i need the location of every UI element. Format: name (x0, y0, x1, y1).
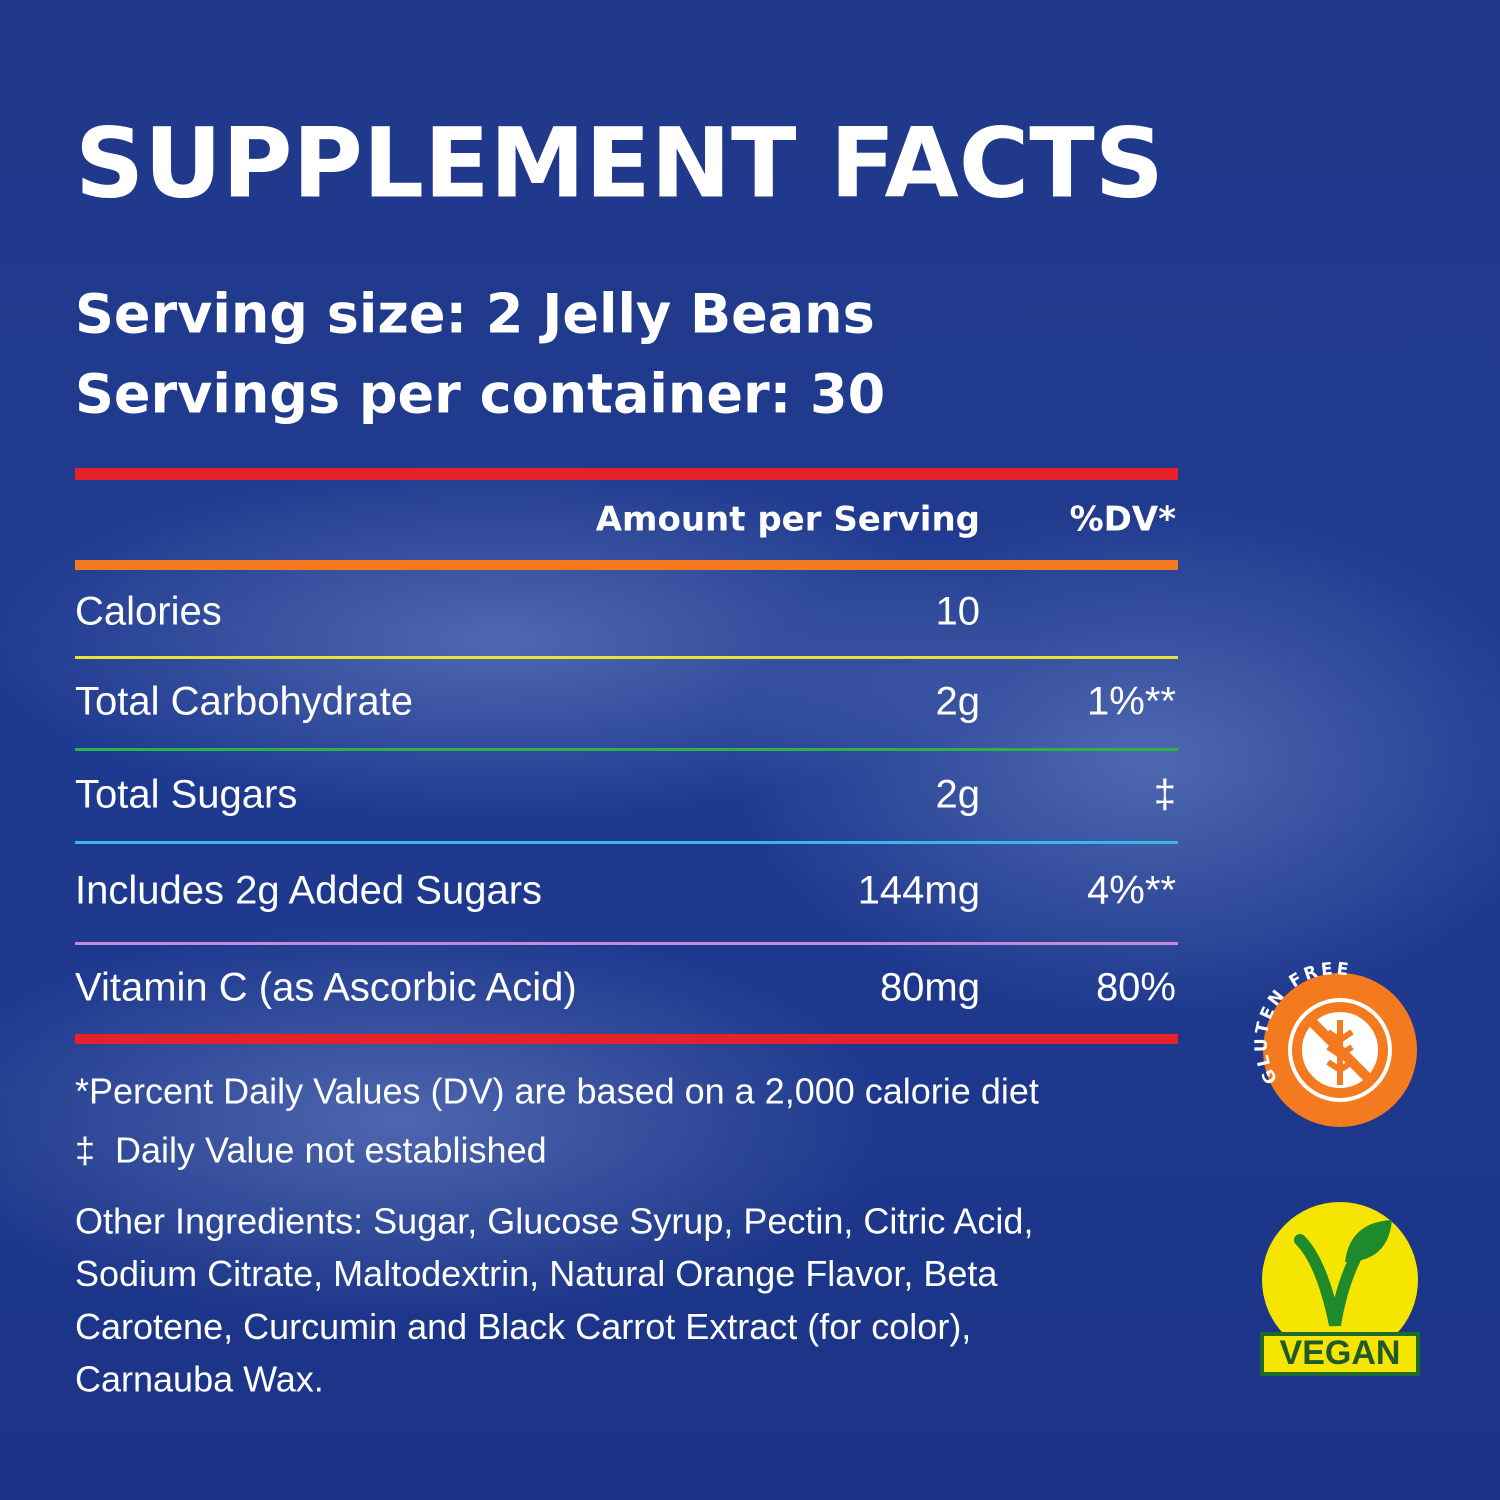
row-amount: 10 (936, 590, 981, 634)
row-separator (75, 656, 1178, 659)
serving-size: Serving size: 2 Jelly Beans (75, 283, 875, 346)
ingredients-line: Carnauba Wax. (75, 1359, 324, 1400)
row-name: Vitamin C (as Ascorbic Acid) (75, 966, 577, 1010)
wheat-icon (1326, 1020, 1354, 1085)
ingredients-line: Carotene, Curcumin and Black Carrot Extr… (75, 1306, 971, 1347)
row-separator (75, 748, 1178, 751)
row-amount: 2g (936, 773, 981, 817)
ingredients: Other Ingredients: Sugar, Glucose Syrup,… (75, 1201, 1033, 1400)
row-dv: ‡ (1154, 773, 1176, 817)
badge-ring (1292, 1002, 1388, 1098)
badge-box (1260, 1332, 1420, 1376)
row-amount: 2g (936, 680, 981, 724)
footnote: *Percent Daily Values (DV) are based on … (75, 1071, 1039, 1112)
footnote: ‡ Daily Value not established (75, 1130, 547, 1171)
servings-per-container: Servings per container: 30 (75, 363, 885, 426)
badge-label: VEGAN (1280, 1334, 1401, 1372)
nebula (730, 500, 1500, 1020)
rule (75, 1034, 1178, 1044)
vegan-badge: VEGAN (1260, 1202, 1420, 1376)
leaf-icon (1345, 1220, 1392, 1262)
title: SUPPLEMENT FACTS (75, 107, 1164, 219)
row-dv: 4%** (1087, 869, 1176, 913)
row-dv: 1%** (1087, 680, 1176, 724)
row-name: Total Carbohydrate (75, 680, 413, 724)
row-name: Calories (75, 590, 222, 634)
rule (75, 560, 1178, 570)
row-amount: 80mg (880, 966, 980, 1010)
row-name: Includes 2g Added Sugars (75, 869, 542, 913)
row-amount: 144mg (858, 869, 980, 913)
header-amount: Amount per Serving (596, 500, 980, 540)
header-dv: %DV* (1070, 500, 1177, 540)
ingredients-line: Other Ingredients: Sugar, Glucose Syrup,… (75, 1201, 1033, 1242)
row-dv: 80% (1096, 966, 1176, 1010)
nebula (0, 920, 900, 1320)
rule (75, 468, 1178, 480)
row-name: Total Sugars (75, 773, 297, 817)
rows: Calories 10 Total Carbohydrate 2g 1%** Total … (75, 590, 1178, 1010)
ingredients-line: Sodium Citrate, Maltodextrin, Natural Or… (75, 1253, 998, 1294)
row-separator (75, 942, 1178, 945)
row-separator (75, 841, 1178, 844)
